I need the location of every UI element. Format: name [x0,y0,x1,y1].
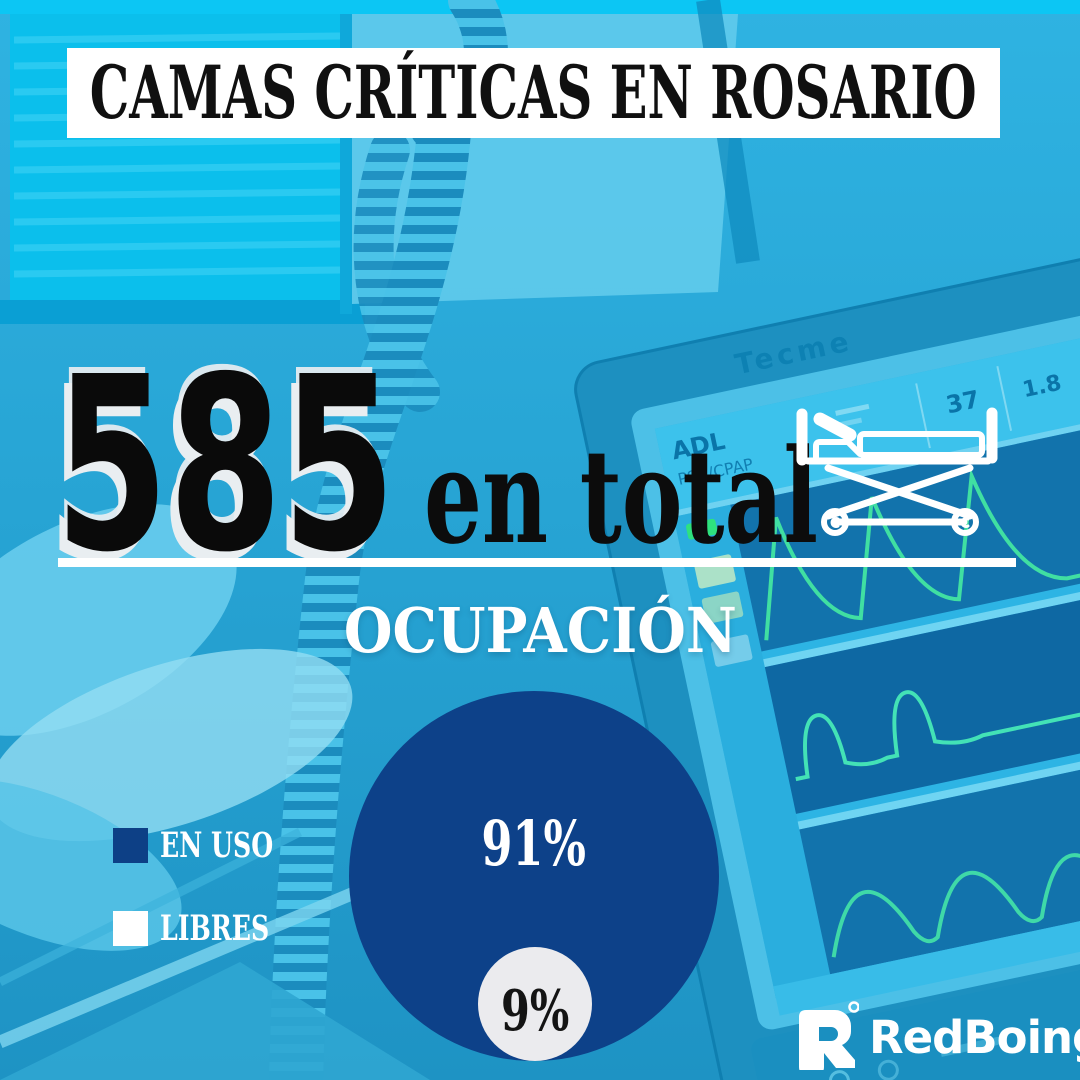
occupancy-title-text: OCUPACIÓN [343,594,737,667]
legend-item-en-uso: EN USO [113,828,317,863]
libres-swatch [113,911,148,946]
en-uso-swatch [113,828,148,863]
stretcher-icon [796,407,998,536]
brand-logo: RedBoing [797,998,1080,1070]
brand-name: RedBoing [869,1010,1080,1064]
total-beds-number-text: 585 [55,325,396,605]
page-title-text: CAMAS CRÍTICAS EN ROSARIO [90,49,978,136]
waveform-panels [730,422,1080,975]
waveform-trace-3 [831,853,1080,958]
libres-label: LIBRES [160,908,270,949]
screen-green-indicator [686,518,718,540]
redboing-r-icon [799,1001,859,1070]
free-circle: 9% [478,947,592,1061]
top-bright-strip [0,0,1080,14]
screen-value-1: 37 [944,385,982,419]
chart-legend: EN USO LIBRES [113,828,317,994]
occupancy-title: OCUPACIÓN [0,600,1080,662]
total-beds-suffix-text: en total [424,420,819,573]
total-beds-suffix: en total [424,432,987,562]
occupied-percent-label: 91% [481,807,587,880]
divider-line [58,558,1016,567]
screen-topbar [654,333,1080,511]
en-uso-label: EN USO [160,825,274,866]
waveform-trace-1 [764,468,1080,641]
legend-item-libres: LIBRES [113,911,317,946]
waveform-trace-2 [795,690,1080,782]
total-beds-number: 585 [55,345,556,585]
registered-mark-icon [848,1001,859,1013]
free-percent-label: 9% [500,978,570,1044]
page-title: CAMAS CRÍTICAS EN ROSARIO [0,49,1080,136]
ventilator-machine: Tecme ADL PSV/CPAP 37 1.8 [574,250,1080,1080]
title-banner: CAMAS CRÍTICAS EN ROSARIO [67,48,1000,138]
